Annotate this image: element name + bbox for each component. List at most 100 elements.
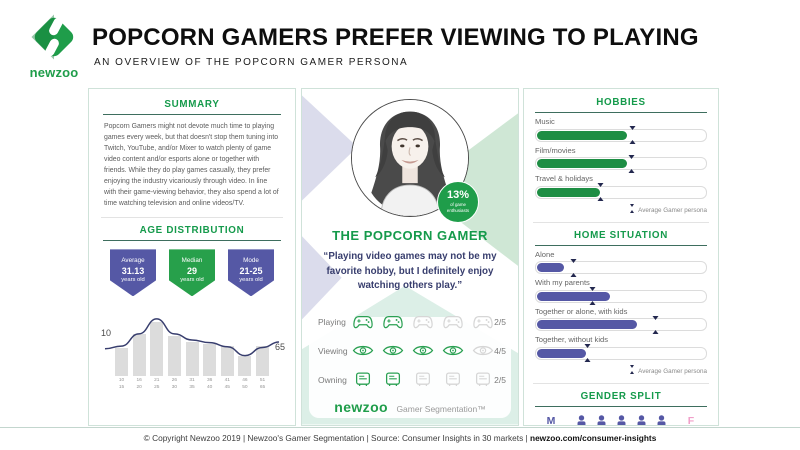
section-divider [101, 217, 283, 219]
gamepad-icon [352, 313, 374, 330]
average-marker [627, 155, 636, 173]
rating-score: 2/5 [494, 374, 506, 385]
age-axis-label: 46 50 [242, 378, 248, 390]
gamepad-icon [412, 313, 434, 330]
bar-label: Together or alone, with kids [535, 306, 628, 316]
average-marker [583, 344, 592, 362]
hobbies-heading: HOBBIES [535, 97, 707, 113]
age-axis-end: 65 [274, 342, 285, 353]
age-distribution-chart: 10 65 10 15 16 20 21 25 26 30 31 35 36 40 41 45 46 50 51… [101, 304, 285, 392]
bar-fill [537, 263, 564, 272]
bar-item: Together, without kids [535, 335, 707, 360]
summary-text: Popcorn Gamers might not devote much tim… [104, 123, 279, 208]
brand-suffix: Gamer Segmentation™ [396, 404, 486, 415]
average-marker [569, 259, 578, 277]
hobbies-legend: Average Gamer persona [535, 204, 707, 214]
age-bar [167, 335, 181, 377]
content-plate [309, 317, 511, 418]
persona-share-value: 13% [446, 189, 470, 201]
rating-row: Viewing 4/5 [318, 339, 506, 362]
brand-wordmark: newzoo [334, 399, 388, 416]
rating-score: 2/5 [494, 316, 506, 327]
male-person-icon [595, 415, 608, 427]
section-divider [533, 221, 709, 223]
rating-icons [352, 342, 494, 359]
bar-fill [537, 130, 627, 140]
age-axis-label: 10 15 [118, 378, 125, 390]
bar-track [535, 318, 707, 331]
age-stat-badge: Mode 21-25 years old [228, 249, 274, 297]
ratings-rows: Playing 2/5 Viewing 4/5 Owning 2/5 [318, 310, 506, 391]
age-axis-label: 26 30 [171, 378, 178, 390]
rating-icons [352, 371, 494, 388]
newzoo-logo: newzoo [25, 11, 83, 80]
average-marker [596, 183, 605, 201]
eye-icon [382, 342, 404, 359]
rating-row: Owning 2/5 [318, 368, 506, 391]
age-bar [256, 345, 269, 377]
badge-bl: Mode [243, 257, 259, 265]
console-icon [442, 371, 464, 388]
home-situation-heading: HOME SITUATION [535, 230, 707, 246]
page-subtitle: AN OVERVIEW OF THE POPCORN GAMER PERSONA [94, 57, 409, 68]
rating-row: Playing 2/5 [318, 310, 506, 333]
eye-icon [352, 342, 374, 359]
persona-share-badge: 13% of game enthusiasts [437, 181, 479, 223]
age-bars [115, 308, 269, 377]
average-marker-icon [629, 204, 635, 213]
persona-quote: “Playing video games may not be my favor… [323, 251, 497, 292]
hobbies-bars: Music Film/movies Travel & holidays [535, 117, 707, 199]
section-divider [533, 382, 709, 384]
rating-label: Owning [318, 374, 347, 385]
bar-label: Film/movies [535, 145, 576, 155]
age-distribution-heading: AGE DISTRIBUTION [103, 225, 281, 242]
footer-copyright: © Copyright Newzoo 2019 | Newzoo's Gamer… [143, 433, 530, 443]
bar-fill [537, 320, 637, 329]
bar-label: With my parents [535, 278, 590, 287]
male-person-icon [615, 415, 628, 427]
bar-item: Together or alone, with kids [535, 306, 707, 331]
persona-sketch [352, 100, 468, 216]
bar-fill [537, 187, 600, 197]
age-bar [150, 321, 164, 377]
brand-line: newzoo Gamer Segmentation™ [302, 399, 518, 417]
summary-heading: SUMMARY [103, 99, 281, 115]
age-axis-label: 41 45 [224, 378, 230, 390]
console-icon [352, 371, 374, 388]
badge-bl: Median [181, 257, 203, 265]
bar-label: Alone [535, 249, 555, 259]
male-label: M [546, 414, 556, 426]
gamepad-icon [382, 313, 404, 330]
footer-text: © Copyright Newzoo 2019 | Newzoo's Gamer… [0, 433, 800, 443]
summary-panel: SUMMARY Popcorn Gamers might not devote … [88, 88, 296, 426]
age-axis-label: 51 65 [259, 378, 266, 390]
persona-panel: 13% of game enthusiasts THE POPCORN GAME… [301, 88, 519, 426]
age-bar [203, 343, 217, 377]
console-icon [382, 371, 404, 388]
newzoo-logo-text: newzoo [29, 65, 79, 80]
footer-link[interactable]: newzoo.com/consumer-insights [530, 433, 657, 443]
bar-label: Travel & holidays [535, 174, 593, 183]
bar-track [535, 344, 707, 362]
home-legend-label: Average Gamer persona [638, 367, 707, 375]
bar-track [535, 157, 707, 170]
badge-bs: years old [239, 277, 263, 284]
bar-fill [537, 291, 610, 301]
rating-label: Viewing [318, 345, 348, 356]
age-stat-badge: Median 29 years old [169, 249, 215, 297]
home-legend: Average Gamer persona [535, 365, 707, 375]
bar-label: Music [535, 117, 555, 126]
newzoo-logo-icon [31, 14, 74, 60]
bar-fill [537, 159, 627, 168]
bar-item: Alone [535, 249, 707, 277]
age-axis-label: 31 35 [189, 378, 195, 390]
rating-icons [352, 313, 494, 330]
age-bar [115, 347, 128, 377]
age-bar [185, 342, 199, 377]
rating-label: Playing [318, 316, 346, 327]
page-title: POPCORN GAMERS PREFER VIEWING TO PLAYING [92, 24, 699, 51]
average-marker [588, 287, 597, 305]
badge-bv: 29 [186, 265, 197, 276]
age-axis-labels: 10 15 16 20 21 25 26 30 31 35 36 40 41 45 46 50 51 65 [115, 378, 269, 392]
